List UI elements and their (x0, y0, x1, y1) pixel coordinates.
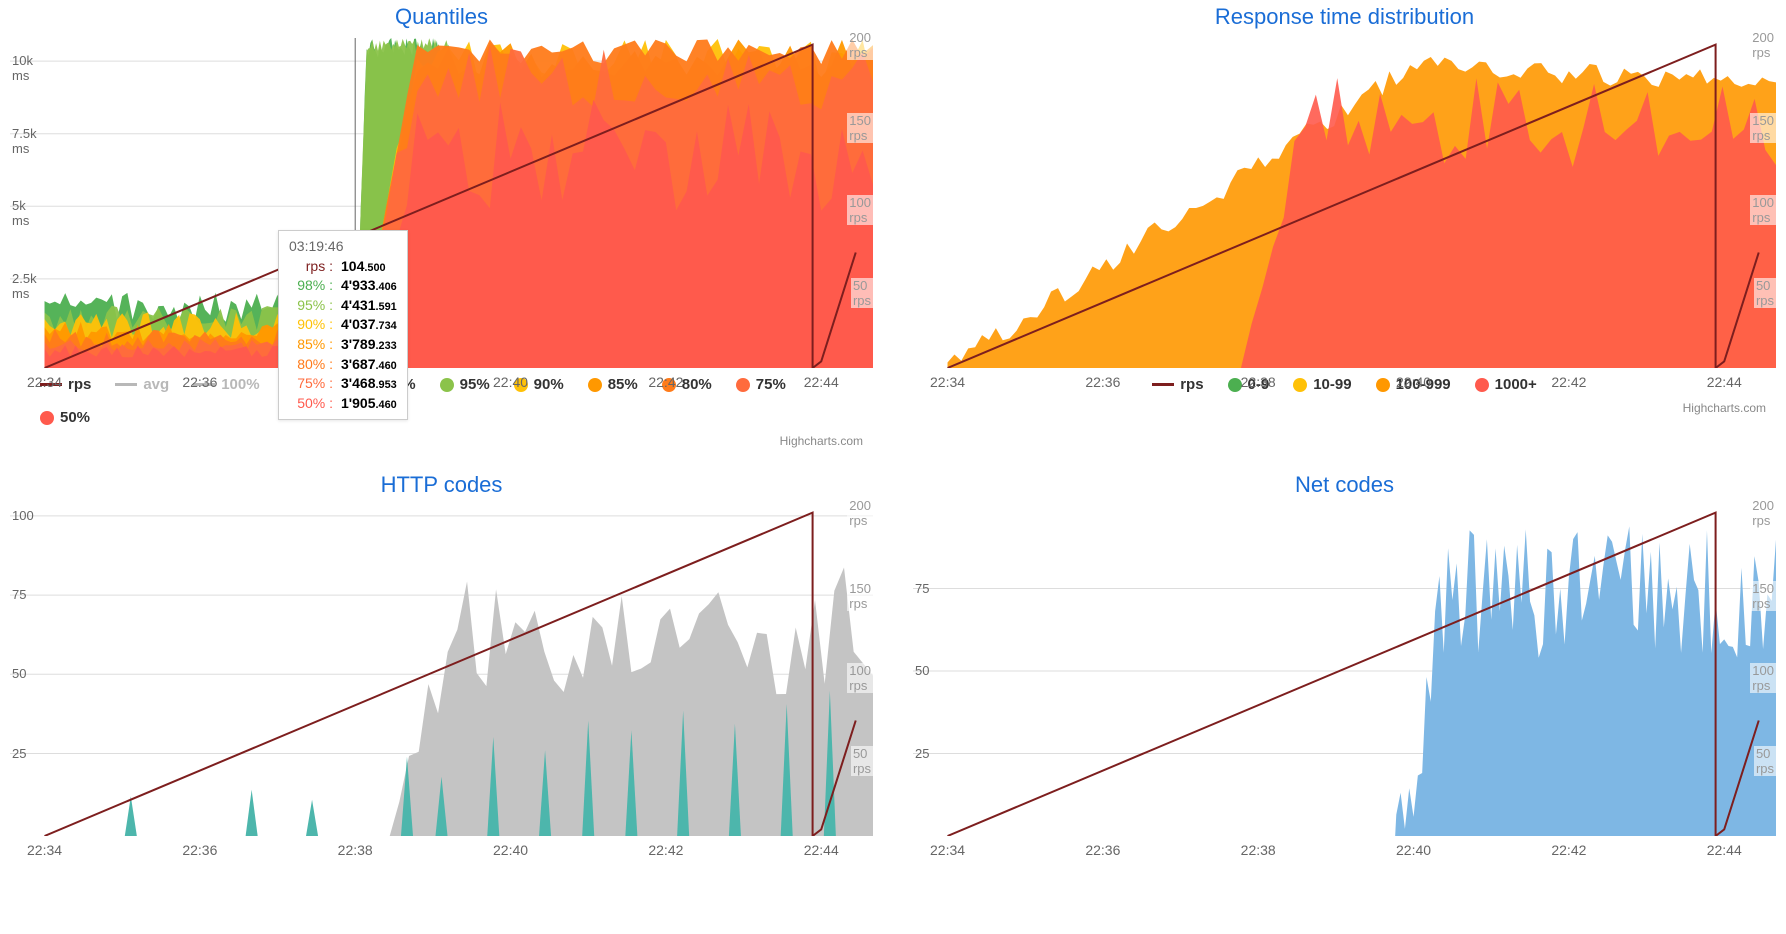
x-tick: 22:34 (930, 842, 965, 858)
x-tick: 22:34 (930, 374, 965, 390)
x-tick: 22:36 (1085, 842, 1120, 858)
x-tick: 22:34 (27, 842, 62, 858)
panel-title: HTTP codes (10, 468, 873, 506)
chart-quantiles[interactable]: 2.5k ms 5k ms 7.5k ms 10k ms 50rps 100rps 150r… (10, 38, 873, 368)
x-tick: 22:40 (1396, 842, 1431, 858)
y-right-tick: 150rps (847, 581, 873, 611)
y-left-tick: 25 (12, 746, 26, 761)
panel-title: Response time distribution (913, 0, 1776, 38)
legend-item[interactable]: 85% (588, 376, 638, 393)
x-tick: 22:38 (1241, 374, 1276, 390)
legend-quantiles[interactable]: rpsavg100%99%98%95%90%85%80%75%50% (10, 368, 873, 434)
x-tick: 22:36 (182, 374, 217, 390)
y-right-tick: 100rps (847, 195, 873, 225)
y-left-tick: 75 (12, 587, 26, 602)
legend-item[interactable]: avg (115, 376, 169, 393)
y-right-tick: 200rps (1750, 30, 1776, 60)
y-right-tick: 50rps (851, 278, 873, 308)
panel-title: Quantiles (10, 0, 873, 38)
y-right-tick: 150rps (1750, 581, 1776, 611)
x-tick: 22:40 (1396, 374, 1431, 390)
y-right-tick: 50rps (851, 746, 873, 776)
y-left-tick: 25 (915, 746, 929, 761)
legend-item[interactable]: 75% (736, 376, 786, 393)
y-left-tick: 75 (915, 581, 929, 596)
x-tick: 22:38 (1241, 842, 1276, 858)
y-left-tick: 100 (12, 508, 34, 523)
x-tick: 22:44 (1707, 374, 1742, 390)
credit[interactable]: Highcharts.com (913, 401, 1776, 415)
panel-quantiles: Quantiles 2.5k ms 5k ms 7.5k ms 10k ms 50rps… (10, 0, 873, 448)
panel-http: HTTP codes 25 50 75 100 50rps 100rps 150rps 200… (10, 468, 873, 836)
legend-item[interactable]: 10-99 (1293, 376, 1351, 393)
x-tick: 22:44 (804, 842, 839, 858)
tooltip: 03:19:46rps :104.50098% :4'933.40695% :4… (278, 230, 408, 420)
y-right-tick: 100rps (1750, 663, 1776, 693)
y-right-tick: 100rps (847, 663, 873, 693)
y-right-tick: 150rps (1750, 113, 1776, 143)
legend-item[interactable]: 50% (40, 409, 90, 426)
y-left-tick: 5k ms (12, 198, 29, 228)
x-tick: 22:42 (648, 842, 683, 858)
y-left-tick: 50 (12, 666, 26, 681)
y-left-tick: 50 (915, 663, 929, 678)
x-tick: 22:42 (648, 374, 683, 390)
legend-item[interactable]: 95% (440, 376, 490, 393)
y-right-tick: 100rps (1750, 195, 1776, 225)
x-tick: 22:42 (1551, 842, 1586, 858)
y-right-tick: 50rps (1754, 746, 1776, 776)
y-right-tick: 200rps (847, 498, 873, 528)
x-tick: 22:36 (182, 842, 217, 858)
chart-rtdist[interactable]: 50rps100rps150rps200rps22:3422:3622:3822… (913, 38, 1776, 368)
panel-title: Net codes (913, 468, 1776, 506)
x-tick: 22:40 (493, 374, 528, 390)
x-tick: 22:36 (1085, 374, 1120, 390)
panel-rtdist: Response time distribution 50rps 100rps 15… (913, 0, 1776, 448)
y-right-tick: 200rps (1750, 498, 1776, 528)
x-tick: 22:40 (493, 842, 528, 858)
chart-http[interactable]: 25507510050rps100rps150rps200rps22:3422:… (10, 506, 873, 836)
y-left-tick: 10k ms (12, 53, 33, 83)
legend-item[interactable]: 1000+ (1475, 376, 1537, 393)
chart-net[interactable]: 25507550rps100rps150rps200rps22:3422:362… (913, 506, 1776, 836)
y-left-tick: 2.5k ms (12, 271, 37, 301)
legend-item[interactable]: rps (1152, 376, 1203, 393)
legend-rtdist[interactable]: rps0-910-99100-9991000+ (913, 368, 1776, 401)
x-tick: 22:38 (338, 842, 373, 858)
y-right-tick: 50rps (1754, 278, 1776, 308)
x-tick: 22:34 (27, 374, 62, 390)
credit[interactable]: Highcharts.com (10, 434, 873, 448)
x-tick: 22:44 (804, 374, 839, 390)
y-left-tick: 7.5k ms (12, 126, 37, 156)
dashboard-grid: Quantiles 2.5k ms5k ms7.5k ms10k ms50rps… (0, 0, 1786, 836)
x-tick: 22:42 (1551, 374, 1586, 390)
y-right-tick: 150rps (847, 113, 873, 143)
x-tick: 22:44 (1707, 842, 1742, 858)
y-right-tick: 200rps (847, 30, 873, 60)
panel-net: Net codes 25507550rps100rps150rps200rps2… (913, 468, 1776, 836)
